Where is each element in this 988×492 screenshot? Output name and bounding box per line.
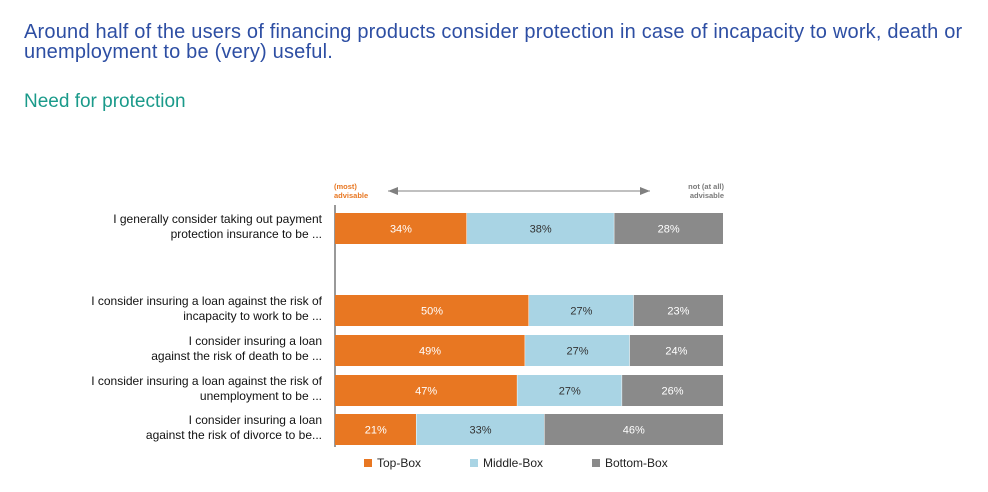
- data-label: 23%: [667, 306, 689, 318]
- legend-label: Middle-Box: [483, 456, 543, 470]
- data-label: 38%: [530, 224, 552, 236]
- legend-swatch: [470, 459, 478, 467]
- bar-segment: [335, 375, 518, 406]
- data-label: 46%: [623, 425, 645, 437]
- legend-label: Bottom-Box: [605, 456, 668, 470]
- bar-segment: [416, 414, 545, 445]
- category-label: I consider insuring a loan: [189, 413, 322, 427]
- data-label: 21%: [365, 425, 387, 437]
- bar-segment: [335, 335, 526, 366]
- bar-segment: [517, 375, 623, 406]
- bar-segment: [614, 213, 723, 244]
- category-label: against the risk of divorce to be...: [146, 428, 322, 442]
- data-label: 27%: [559, 386, 581, 398]
- data-label: 27%: [570, 306, 592, 318]
- page-headline: Around half of the users of financing pr…: [24, 21, 963, 63]
- legend-swatch: [364, 459, 372, 467]
- bar-segment: [335, 295, 529, 326]
- data-label: 24%: [665, 346, 687, 358]
- data-label: 34%: [390, 224, 412, 236]
- legend-swatch: [592, 459, 600, 467]
- data-label: 28%: [658, 224, 680, 236]
- category-label: I consider insuring a loan: [189, 334, 322, 348]
- bar-segment: [629, 335, 723, 366]
- bar-segment: [335, 213, 467, 244]
- data-label: 49%: [419, 346, 441, 358]
- scale-label-most-advisable: (most) advisable: [334, 182, 369, 200]
- legend-label: Top-Box: [377, 456, 421, 470]
- category-label: I consider insuring a loan against the r…: [91, 374, 322, 388]
- scale-arrow-right-head: [640, 187, 650, 195]
- chart-subtitle: Need for protection: [24, 91, 186, 112]
- scale-label-not-advisable: not (at all) advisable: [688, 182, 724, 200]
- scale-arrow-left-head: [388, 187, 398, 195]
- data-label: 47%: [415, 386, 437, 398]
- data-label: 26%: [662, 386, 684, 398]
- bar-segment: [525, 335, 630, 366]
- data-label: 50%: [421, 306, 443, 318]
- category-label: unemployment to be ...: [200, 389, 322, 403]
- category-label: against the risk of death to be ...: [151, 349, 322, 363]
- category-label: incapacity to work to be ...: [183, 309, 322, 323]
- bar-segment: [466, 213, 615, 244]
- bar-segment: [544, 414, 723, 445]
- category-label: I consider insuring a loan against the r…: [91, 294, 322, 308]
- bar-segment: [335, 414, 417, 445]
- data-label: 33%: [469, 425, 491, 437]
- bar-segment: [633, 295, 723, 326]
- category-label: I generally consider taking out payment: [113, 212, 322, 226]
- bar-segment: [529, 295, 634, 326]
- bar-segment: [622, 375, 723, 406]
- data-label: 27%: [566, 346, 588, 358]
- category-label: protection insurance to be ...: [171, 227, 322, 241]
